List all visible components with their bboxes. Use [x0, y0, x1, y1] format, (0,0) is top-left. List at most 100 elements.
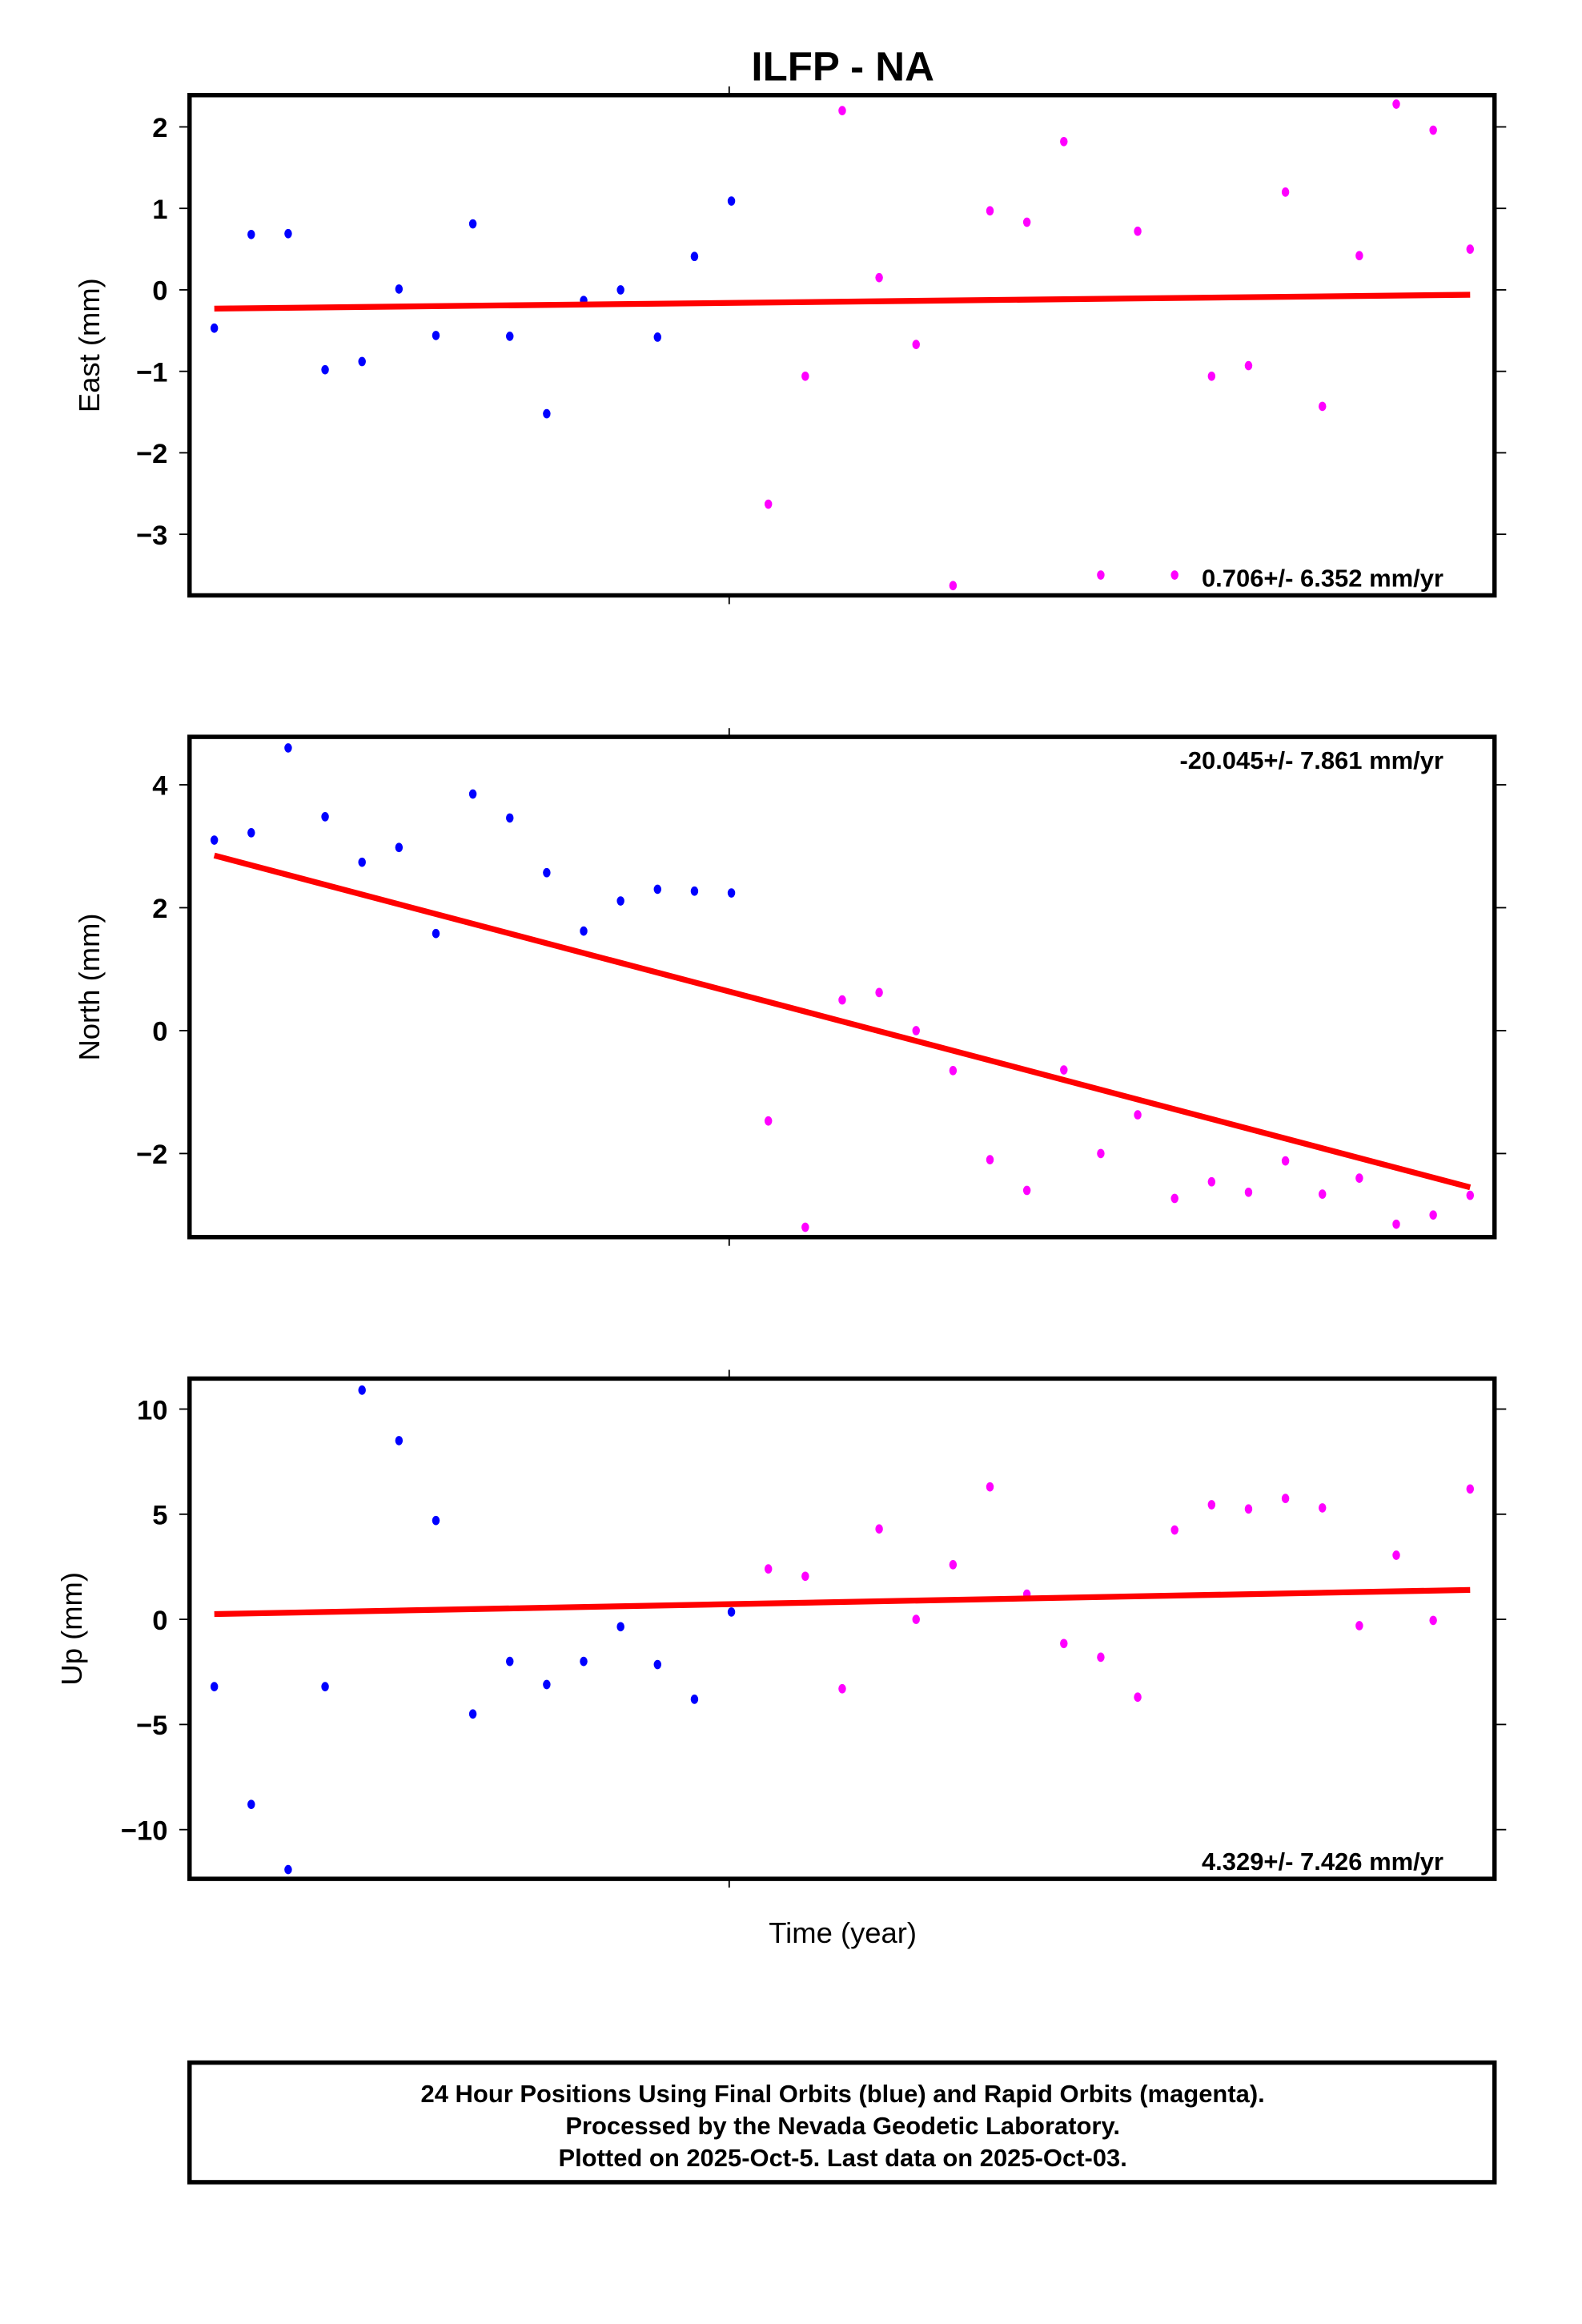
- rapid-orbit-point: [1134, 1692, 1142, 1703]
- rapid-orbit-point: [1319, 1189, 1327, 1199]
- final-orbit-point: [321, 364, 329, 375]
- rapid-orbit-point: [1244, 1187, 1253, 1197]
- rapid-orbit-point: [1097, 1652, 1105, 1663]
- rapid-orbit-point: [875, 272, 883, 283]
- footer-line-1: 24 Hour Positions Using Final Orbits (bl…: [421, 2080, 1265, 2108]
- final-orbit-point: [432, 1515, 440, 1526]
- final-orbit-point: [616, 896, 624, 906]
- rapid-orbit-point: [1060, 136, 1068, 147]
- final-orbit-point: [616, 1622, 624, 1632]
- rapid-orbit-point: [949, 581, 958, 591]
- rapid-orbit-point: [1170, 1525, 1178, 1535]
- final-orbit-point: [690, 886, 699, 896]
- rapid-orbit-point: [838, 1683, 846, 1694]
- rapid-orbit-point: [801, 1222, 809, 1232]
- y-tick-label: 5: [152, 1501, 167, 1531]
- final-orbit-point: [506, 1656, 514, 1667]
- velocity-label: 0.706+/- 6.352 mm/yr: [1202, 565, 1443, 593]
- rapid-orbit-point: [1429, 1615, 1437, 1626]
- rapid-orbit-point: [838, 995, 846, 1005]
- final-orbit-point: [247, 1799, 255, 1809]
- y-tick-label: 10: [137, 1395, 167, 1425]
- rapid-orbit-point: [986, 1155, 994, 1164]
- final-orbit-point: [321, 1682, 329, 1691]
- final-orbit-point: [616, 285, 624, 295]
- final-orbit-point: [247, 828, 255, 838]
- final-orbit-point: [210, 835, 219, 845]
- plot-frame: [187, 734, 1497, 1240]
- rapid-orbit-point: [801, 1571, 809, 1582]
- final-orbit-point: [543, 1679, 551, 1690]
- rapid-orbit-point: [1429, 125, 1437, 135]
- final-orbit-point: [468, 1709, 477, 1719]
- y-tick-label: 0: [152, 1017, 167, 1047]
- rapid-orbit-point: [1134, 1110, 1142, 1120]
- final-orbit-point: [653, 884, 662, 895]
- final-orbit-point: [432, 928, 440, 939]
- final-orbit-point: [653, 332, 662, 342]
- rapid-orbit-point: [1207, 371, 1216, 381]
- final-orbit-point: [395, 1436, 404, 1445]
- rapid-orbit-point: [838, 106, 846, 115]
- rapid-orbit-point: [1060, 1065, 1068, 1075]
- rapid-orbit-point: [875, 1524, 883, 1534]
- final-orbit-point: [210, 323, 219, 333]
- final-orbit-point: [506, 332, 514, 341]
- final-orbit-point: [284, 228, 292, 239]
- final-orbit-point: [690, 251, 699, 262]
- final-orbit-point: [321, 812, 329, 822]
- final-orbit-point: [727, 196, 736, 206]
- y-tick-label: −2: [136, 439, 167, 469]
- rapid-orbit-point: [1281, 1494, 1290, 1503]
- trend-line: [213, 852, 1472, 1191]
- panel-1: 4 2 0 −2 North (mm) -20.045+/- 7.861 mm/yr: [73, 728, 1507, 1246]
- footer-box: [187, 2060, 1497, 2185]
- rapid-orbit-point: [1466, 1484, 1475, 1494]
- rapid-orbit-point: [1022, 217, 1031, 227]
- panel-2: 10 5 0 −5 −10 Up (mm) 4.329+/- 7.426 mm/yr: [55, 1369, 1507, 1888]
- final-orbit-point: [580, 1656, 588, 1667]
- final-orbit-point: [210, 1682, 219, 1691]
- y-tick-label: −3: [136, 521, 167, 551]
- trend-line: [214, 1586, 1471, 1618]
- y-axis-label: North (mm): [73, 913, 106, 1060]
- rapid-orbit-point: [764, 1564, 773, 1574]
- rapid-orbit-point: [875, 987, 883, 998]
- rapid-orbit-point: [1207, 1176, 1216, 1187]
- y-tick-label: 1: [152, 195, 167, 225]
- final-orbit-point: [358, 356, 366, 367]
- rapid-orbit-point: [1319, 401, 1327, 412]
- rapid-orbit-point: [1244, 360, 1253, 371]
- rapid-orbit-point: [912, 340, 920, 349]
- final-orbit-point: [358, 857, 366, 867]
- plot-frame: [187, 1376, 1497, 1881]
- final-orbit-point: [543, 408, 551, 419]
- panel-0: 2 1 0 −1 −2 −3 East (mm) 0.706+/- 6.352 mm/yr: [73, 86, 1507, 605]
- final-orbit-point: [468, 789, 477, 799]
- rapid-orbit-point: [764, 499, 773, 509]
- final-orbit-point: [543, 867, 551, 878]
- rapid-orbit-point: [1281, 1156, 1290, 1166]
- rapid-orbit-point: [1134, 226, 1142, 236]
- y-tick-label: 0: [152, 1606, 167, 1636]
- y-axis-label: Up (mm): [55, 1572, 88, 1686]
- rapid-orbit-point: [1281, 187, 1290, 197]
- y-tick-label: 2: [152, 113, 167, 143]
- rapid-orbit-point: [1466, 1190, 1475, 1200]
- rapid-orbit-point: [986, 206, 994, 216]
- rapid-orbit-point: [1429, 1210, 1437, 1220]
- rapid-orbit-point: [1392, 1550, 1400, 1560]
- rapid-orbit-point: [1170, 1193, 1178, 1204]
- y-tick-label: 0: [152, 276, 167, 307]
- rapid-orbit-point: [1392, 99, 1400, 109]
- final-orbit-point: [727, 1607, 736, 1617]
- rapid-orbit-point: [801, 371, 809, 381]
- rapid-orbit-point: [1060, 1638, 1068, 1649]
- final-orbit-point: [580, 926, 588, 936]
- rapid-orbit-point: [1355, 1173, 1363, 1183]
- final-orbit-point: [690, 1695, 699, 1704]
- y-axis-label: East (mm): [73, 278, 106, 412]
- final-orbit-point: [358, 1385, 366, 1395]
- final-orbit-point: [284, 1864, 292, 1875]
- x-axis-label: Time (year): [769, 1916, 917, 1949]
